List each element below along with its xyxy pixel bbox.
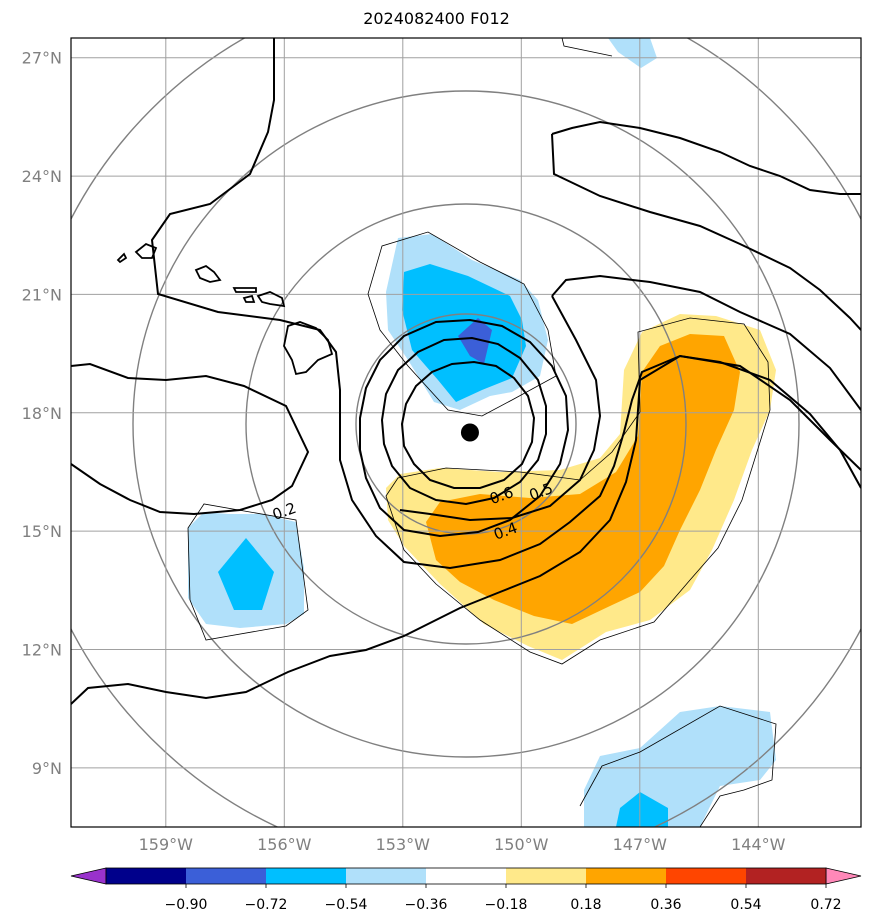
contour-0.5 (380, 336, 547, 506)
colorbar-frame (105, 867, 827, 885)
outline-southeast (579, 705, 777, 827)
contour-east-inner (551, 274, 861, 411)
contours (71, 38, 861, 705)
negative-anomaly-southeast-light (584, 706, 776, 827)
lat-tick-label: 21°N (22, 285, 62, 304)
lon-tick-label: 159°W (139, 835, 194, 854)
colorbar-label: 0.18 (570, 897, 601, 913)
island-big-island (283, 321, 334, 376)
shaded-fields (188, 38, 776, 827)
lat-tick-label: 18°N (22, 404, 62, 423)
lat-tick-label: 15°N (22, 522, 62, 541)
colorbar-label: −0.54 (325, 897, 368, 913)
contour-outer-west (150, 38, 861, 570)
outline-top (561, 38, 613, 57)
colorbar-extend-high (825, 867, 862, 885)
colorbar-segment (426, 868, 506, 884)
colorbar-segment (746, 868, 826, 884)
coastlines (116, 242, 334, 376)
lat-tick-label: 27°N (22, 49, 62, 68)
tick-labels: 159°W 156°W 153°W 150°W 147°W 144°W 27°N 24°N 21… (22, 49, 786, 854)
island-maui (256, 291, 286, 308)
island-oahu (194, 264, 222, 283)
island-molokai (232, 287, 257, 293)
storm-center-marker (460, 423, 479, 442)
colorbar-label: −0.72 (245, 897, 288, 913)
positive-anomaly-mid (426, 334, 740, 624)
colorbar-label: −0.36 (405, 897, 448, 913)
island-lanai (242, 294, 256, 303)
lat-tick-label: 24°N (22, 167, 62, 186)
outline-positive (385, 317, 771, 665)
range-ring-2 (245, 203, 687, 645)
colorbar-segment (666, 868, 746, 884)
negative-anomaly-north-dark (458, 318, 492, 364)
contour-0.2 (71, 362, 310, 516)
contour-southern (71, 354, 861, 705)
island-niihau (116, 252, 128, 264)
lon-tick-label: 153°W (376, 835, 431, 854)
contour-northeast-b (551, 133, 861, 331)
colorbar-extend-low (70, 867, 107, 885)
axes-frame (70, 37, 862, 828)
negative-anomaly-top (608, 38, 657, 68)
negative-anomaly-west-mid (218, 538, 274, 610)
colorbar: −0.90 −0.72 −0.54 −0.36 −0.18 0.18 0.36 0.54 0.7… (70, 867, 862, 913)
colorbar-segment (186, 868, 266, 884)
map-title: 2024082400 F012 (363, 9, 510, 28)
colorbar-segment (106, 868, 186, 884)
gridlines (71, 38, 861, 827)
colorbar-segment (506, 868, 586, 884)
colorbar-label: 0.36 (650, 897, 681, 913)
colorbar-label: 0.54 (730, 897, 761, 913)
lon-tick-label: 156°W (257, 835, 312, 854)
contour-0.6 (400, 360, 536, 489)
contour-northeast-a (551, 120, 861, 195)
lon-tick-label: 150°W (494, 835, 549, 854)
contour-0.4 (359, 318, 570, 538)
colorbar-label: 0.72 (810, 897, 841, 913)
lon-tick-label: 147°W (613, 835, 668, 854)
outline-west (187, 503, 309, 641)
colorbar-label: −0.18 (485, 897, 528, 913)
lat-tick-label: 12°N (22, 640, 62, 659)
lon-tick-label: 144°W (731, 835, 786, 854)
colorbar-segment (266, 868, 346, 884)
colorbar-segment (586, 868, 666, 884)
lat-tick-label: 9°N (32, 759, 62, 778)
range-rings (71, 38, 861, 827)
negative-anomaly-southeast-mid (616, 792, 668, 827)
range-ring-3 (132, 90, 800, 758)
colorbar-label: −0.90 (165, 897, 208, 913)
colorbar-segment (346, 868, 426, 884)
contour-east-link (399, 295, 602, 522)
